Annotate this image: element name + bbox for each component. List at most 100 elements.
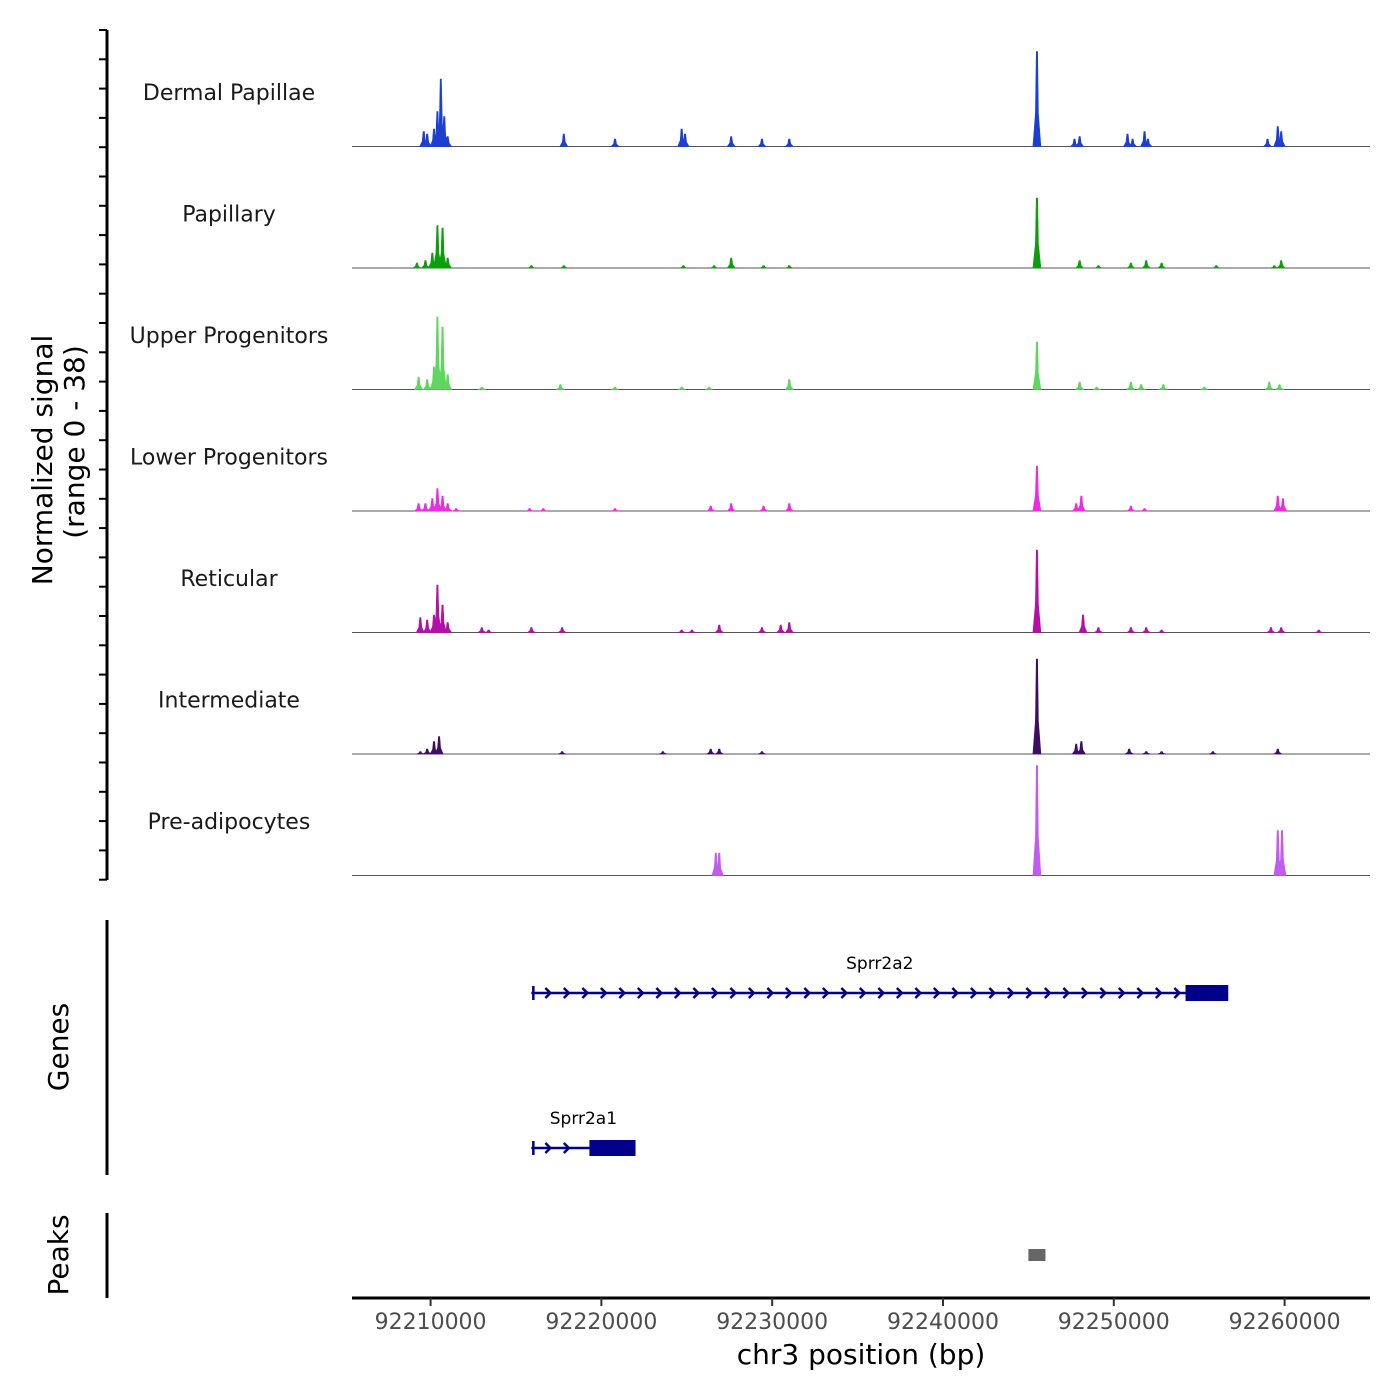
strand-arrow bbox=[1025, 987, 1034, 999]
strand-arrow bbox=[1099, 987, 1108, 999]
track-label: Lower Progenitors bbox=[130, 446, 328, 471]
coverage-peak bbox=[1140, 508, 1149, 512]
coverage-peak bbox=[784, 379, 794, 390]
strand-arrow bbox=[673, 987, 682, 999]
coverage-peak bbox=[438, 604, 447, 633]
coverage-peak bbox=[658, 751, 668, 755]
coverage-peak bbox=[1074, 381, 1085, 390]
strand-arrow bbox=[1062, 987, 1071, 999]
coverage-peak bbox=[610, 138, 620, 147]
strand-arrow bbox=[932, 987, 941, 999]
strand-arrow bbox=[1080, 987, 1089, 999]
coverage-peak bbox=[757, 138, 767, 147]
coverage-peak bbox=[677, 386, 686, 390]
strand-arrow bbox=[1173, 987, 1182, 999]
coverage-peak bbox=[1142, 751, 1151, 755]
coverage-peak bbox=[726, 257, 736, 269]
strand-arrow bbox=[562, 987, 571, 999]
track-label: Intermediate bbox=[158, 689, 300, 714]
x-ticks: 92210000 92220000 92230000 92240000 92250000… bbox=[375, 1298, 1341, 1335]
coverage-peak bbox=[1125, 262, 1136, 269]
gene-label: Sprr2a2 bbox=[846, 954, 913, 974]
track-label: Upper Progenitors bbox=[130, 324, 329, 349]
coverage-peak bbox=[677, 629, 686, 633]
coverage-peak bbox=[1136, 384, 1147, 390]
peaks-y-title: Peaks bbox=[42, 1214, 75, 1295]
coverage-peak bbox=[1314, 629, 1323, 633]
strand-arrow bbox=[1117, 987, 1126, 999]
coverage-peak bbox=[785, 265, 794, 269]
coverage-peak bbox=[1200, 386, 1209, 390]
coverage-peak bbox=[704, 386, 714, 390]
genes-y-title: Genes bbox=[42, 1003, 75, 1091]
coverage-peak bbox=[477, 386, 486, 390]
strand-arrow bbox=[636, 987, 645, 999]
coverage-peak bbox=[414, 376, 424, 390]
strand-arrow bbox=[729, 987, 738, 999]
coverage-peak bbox=[1143, 138, 1153, 147]
coverage-peak bbox=[705, 505, 716, 512]
x-tick-label: 92250000 bbox=[1058, 1310, 1170, 1335]
track-papillary: Papillary bbox=[182, 197, 1370, 269]
coverage-peak bbox=[709, 265, 719, 269]
coverage-peak bbox=[714, 624, 724, 633]
coverage-peak bbox=[1094, 265, 1103, 269]
coverage-peak bbox=[443, 136, 453, 147]
coverage-peak bbox=[1270, 265, 1279, 269]
coverage-peak bbox=[714, 748, 725, 755]
coverage-peak bbox=[442, 503, 453, 512]
strand-arrow bbox=[562, 1142, 571, 1154]
gene-cds-block bbox=[1185, 985, 1229, 1001]
coverage-tracks: Dermal Papillae Papillary Upper Progenitor… bbox=[130, 51, 1370, 876]
coverage-peak bbox=[484, 629, 493, 633]
track-label: Papillary bbox=[182, 203, 276, 228]
coverage-peak bbox=[559, 133, 569, 147]
strand-arrow bbox=[1136, 987, 1145, 999]
peaks-panel: Peaks bbox=[42, 1213, 1046, 1298]
coverage-peak bbox=[784, 503, 795, 512]
coverage-peak bbox=[1141, 627, 1152, 633]
coverage-peak bbox=[1124, 748, 1135, 755]
coverage-panel: Normalized signal (range 0 - 38) Dermal … bbox=[26, 29, 1370, 881]
coverage-peak bbox=[443, 374, 453, 390]
coverage-peak bbox=[714, 852, 724, 876]
strand-arrow bbox=[821, 987, 830, 999]
coverage-peak bbox=[1127, 138, 1138, 147]
coverage-peak bbox=[759, 265, 768, 269]
coverage-peak bbox=[1075, 136, 1085, 147]
coverage-peak bbox=[1093, 627, 1104, 633]
gene-label: Sprr2a1 bbox=[550, 1109, 617, 1129]
coverage-peak bbox=[1276, 260, 1286, 269]
strand-arrow bbox=[803, 987, 812, 999]
coverage-peak bbox=[413, 503, 424, 512]
coverage-y-title-line1: Normalized signal bbox=[26, 335, 59, 586]
coverage-peak bbox=[438, 227, 447, 269]
coverage-peak bbox=[726, 503, 736, 512]
gene-sprr2a2: Sprr2a2 bbox=[531, 954, 1229, 1001]
coverage-peak bbox=[680, 133, 690, 147]
strand-arrow bbox=[747, 987, 756, 999]
coverage-peak bbox=[1157, 629, 1166, 633]
coverage-peak bbox=[434, 736, 444, 755]
coverage-peak bbox=[784, 622, 794, 633]
coverage-peak bbox=[422, 619, 432, 633]
coverage-peak bbox=[1126, 381, 1136, 390]
x-tick-label: 92210000 bbox=[375, 1310, 487, 1335]
coverage-peak bbox=[1032, 549, 1042, 633]
strand-arrow bbox=[710, 987, 719, 999]
coverage-peak bbox=[610, 508, 620, 512]
coverage-peak bbox=[705, 748, 716, 755]
coverage-peak bbox=[775, 624, 786, 633]
coverage-peak bbox=[557, 751, 567, 755]
strand-arrow bbox=[840, 987, 849, 999]
genes-panel: Genes Sprr2a2 Sprr2a1 bbox=[42, 920, 1229, 1175]
strand-arrow bbox=[969, 987, 978, 999]
coverage-peak bbox=[411, 262, 422, 269]
coverage-peak bbox=[555, 384, 566, 390]
x-tick-label: 92230000 bbox=[716, 1310, 828, 1335]
coverage-peak bbox=[422, 748, 433, 755]
track-label: Dermal Papillae bbox=[143, 81, 315, 106]
coverage-peak bbox=[526, 627, 537, 633]
strand-arrow bbox=[877, 987, 886, 999]
